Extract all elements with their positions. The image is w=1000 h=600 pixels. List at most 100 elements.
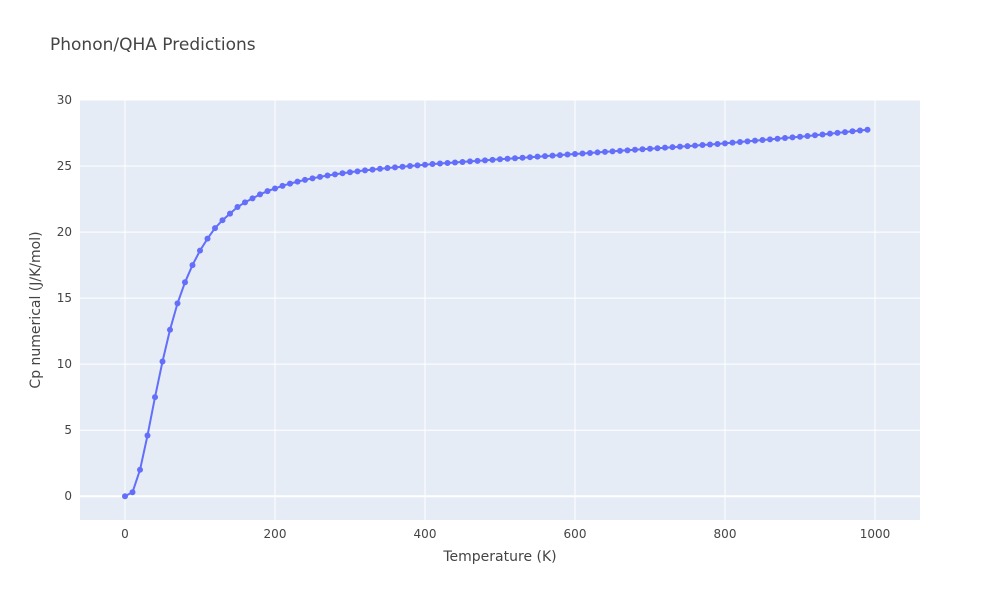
data-point <box>489 156 496 163</box>
data-point <box>759 137 766 144</box>
data-point <box>197 247 203 254</box>
y-tick-label: 25 <box>57 159 72 173</box>
data-point <box>437 160 443 167</box>
x-axis-label: Temperature (K) <box>442 549 556 565</box>
data-point <box>369 166 376 173</box>
data-point <box>692 142 698 149</box>
data-point <box>857 127 863 134</box>
data-point <box>572 151 578 158</box>
data-point <box>452 159 458 166</box>
data-point <box>737 139 743 145</box>
data-point <box>722 140 728 147</box>
data-point <box>474 157 481 164</box>
data-point <box>399 163 406 170</box>
data-point <box>422 161 428 168</box>
data-point <box>714 140 721 147</box>
grid-lines <box>80 99 920 520</box>
data-point <box>707 141 713 148</box>
y-tick-label: 15 <box>57 291 72 305</box>
y-tick-label: 5 <box>64 423 72 437</box>
data-point <box>159 358 166 365</box>
data-point <box>797 133 803 140</box>
data-point <box>204 235 211 242</box>
data-point <box>392 164 398 171</box>
data-point <box>482 157 488 164</box>
data-point <box>279 182 286 189</box>
data-point <box>444 160 451 166</box>
x-tick-label: 0 <box>121 527 129 541</box>
data-point <box>624 147 631 154</box>
data-point <box>609 148 616 155</box>
data-point <box>497 156 503 163</box>
x-tick-label: 200 <box>264 527 287 541</box>
data-point <box>174 300 181 307</box>
data-point <box>654 145 661 152</box>
chart-title: Phonon/QHA Predictions <box>50 35 256 55</box>
data-point <box>774 135 781 142</box>
data-point <box>137 466 143 473</box>
data-point <box>662 144 668 151</box>
data-point <box>167 326 173 333</box>
data-point <box>812 132 818 139</box>
y-tick-labels: 0 5 10 15 20 25 30 <box>57 93 72 503</box>
data-point <box>789 134 796 141</box>
data-point <box>819 131 826 138</box>
data-point <box>677 143 683 150</box>
data-point <box>294 178 301 185</box>
data-point <box>249 195 256 202</box>
data-point <box>564 151 571 158</box>
data-point <box>287 180 293 187</box>
data-point <box>227 210 233 217</box>
x-tick-label: 600 <box>564 527 587 541</box>
data-point <box>242 199 248 206</box>
series-line <box>124 128 868 498</box>
data-point <box>639 146 646 153</box>
data-point <box>842 129 848 136</box>
data-point <box>527 154 533 161</box>
data-point <box>632 146 638 153</box>
data-point <box>407 163 413 170</box>
data-point <box>324 172 331 179</box>
y-tick-label: 0 <box>64 489 72 503</box>
data-point <box>699 142 706 149</box>
data-point <box>804 133 811 140</box>
data-point <box>684 143 691 150</box>
data-point <box>317 173 323 180</box>
data-point <box>152 394 158 401</box>
data-point <box>339 170 346 177</box>
data-point <box>362 167 368 174</box>
data-point <box>767 136 773 143</box>
data-point <box>549 152 556 159</box>
data-point <box>264 188 271 195</box>
data-point <box>377 165 383 172</box>
data-point <box>234 203 241 210</box>
data-point <box>219 217 226 224</box>
y-tick-label: 10 <box>57 357 72 371</box>
data-point <box>669 144 676 151</box>
data-point <box>849 128 856 135</box>
data-point <box>504 155 511 162</box>
data-point <box>834 129 841 136</box>
data-point <box>354 168 361 175</box>
data-point <box>332 171 338 178</box>
data-point <box>752 137 758 144</box>
series-layer <box>122 126 871 500</box>
data-point <box>384 165 391 172</box>
data-point <box>602 148 608 155</box>
data-point <box>467 158 473 165</box>
data-point <box>557 152 563 159</box>
data-point <box>617 147 623 154</box>
data-point <box>647 145 653 152</box>
data-point <box>542 153 548 160</box>
x-tick-label: 1000 <box>860 527 891 541</box>
y-tick-label: 20 <box>57 225 72 239</box>
data-point <box>414 162 421 169</box>
data-point <box>302 176 308 183</box>
data-point <box>587 149 593 156</box>
data-point <box>744 138 751 145</box>
data-point <box>429 161 436 168</box>
data-point <box>534 153 541 160</box>
y-axis-label: Cp numerical (J/K/mol) <box>28 231 44 388</box>
x-tick-label: 400 <box>414 527 437 541</box>
